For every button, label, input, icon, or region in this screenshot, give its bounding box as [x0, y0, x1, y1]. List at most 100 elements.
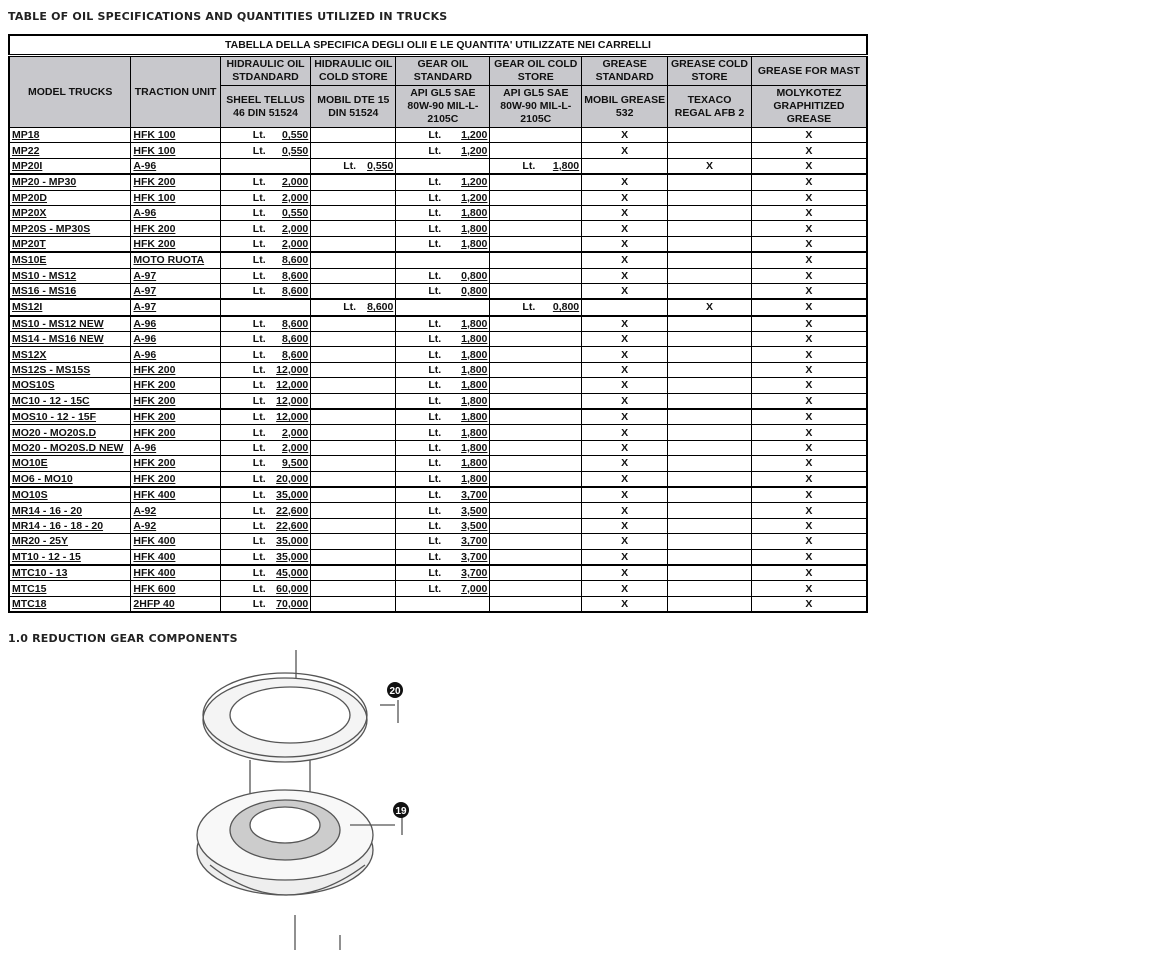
callout-19-label: 19: [395, 806, 407, 817]
unit-label: Lt.: [252, 207, 266, 220]
col-header-group: HIDRAULIC OIL STDANDARD: [219, 55, 312, 86]
table-row: MC10 - 12 - 15C HFK 200 Lt. 12,000 Lt. 1,800 X…: [8, 392, 868, 410]
quantity-cell: [489, 267, 583, 284]
mark-cell: X: [750, 392, 868, 410]
mark-cell: [667, 189, 752, 206]
model-cell: MS12S - MS15S: [8, 361, 132, 379]
mark-cell: X: [581, 392, 669, 410]
table-row: MS14 - MS16 NEW A-96 Lt. 8,600 Lt. 1,800 X X: [8, 331, 868, 348]
quantity-cell: [310, 455, 397, 472]
mark-cell: X: [750, 502, 868, 519]
model-cell: MO10E: [8, 455, 132, 472]
quantity-cell: [489, 173, 583, 191]
quantity-cell: [310, 126, 397, 144]
quantity-cell: [489, 595, 583, 613]
traction-cell: HFK 400: [130, 485, 221, 504]
mark-cell: [667, 580, 752, 597]
traction-cell: A-97: [130, 267, 221, 284]
traction-cell: A-92: [130, 502, 221, 519]
quantity-cell: [489, 408, 583, 426]
quantity-cell: [489, 220, 583, 237]
mark-cell: [667, 282, 752, 300]
table-row: MS10E MOTO RUOTA Lt. 8,600 X X: [8, 251, 868, 269]
unit-label: Lt.: [428, 144, 442, 157]
model-cell: MR14 - 16 - 20: [8, 502, 132, 519]
quantity-cell: Lt. 1,800: [395, 470, 491, 488]
mark-cell: X: [750, 314, 868, 333]
model-cell: MP18: [8, 126, 132, 144]
table-row: MR14 - 16 - 18 - 20 A-92 Lt. 22,600 Lt. 3,500…: [8, 517, 868, 535]
mark-cell: X: [750, 533, 868, 550]
callout-20-label: 20: [389, 686, 401, 697]
quantity-cell: [489, 204, 583, 222]
mark-cell: [667, 235, 752, 253]
quantity-cell: [310, 424, 397, 441]
model-cell: MP20 - MP30: [8, 173, 132, 191]
col-header-product: TEXACO REGAL AFB 2: [667, 85, 752, 128]
mark-cell: [581, 298, 669, 317]
table-row: MTC15 HFK 600 Lt. 60,000 Lt. 7,000 X X: [8, 580, 868, 597]
model-cell: MP20I: [8, 157, 132, 175]
table-row: MP20D HFK 100 Lt. 2,000 Lt. 1,200 X X: [8, 189, 868, 206]
mark-cell: X: [581, 220, 669, 237]
traction-cell: HFK 100: [130, 189, 221, 206]
mark-cell: X: [750, 173, 868, 191]
mark-cell: [667, 331, 752, 348]
quantity-cell: Lt. 12,000: [219, 377, 312, 394]
mark-cell: X: [581, 173, 669, 191]
mark-cell: X: [750, 424, 868, 441]
unit-label: Lt.: [252, 379, 266, 392]
mark-cell: X: [750, 331, 868, 348]
quantity-cell: Lt. 0,550: [219, 204, 312, 222]
mark-cell: X: [750, 485, 868, 504]
quantity-cell: [310, 502, 397, 519]
mark-cell: [581, 157, 669, 175]
quantity-cell: Lt. 35,000: [219, 485, 312, 504]
col-header-group: HIDRAULIC OIL COLD STORE: [310, 55, 397, 86]
unit-label: Lt.: [428, 222, 442, 235]
unit-label: Lt.: [252, 504, 266, 517]
mark-cell: X: [667, 298, 752, 317]
mark-cell: X: [750, 220, 868, 237]
mark-cell: X: [581, 142, 669, 159]
quantity-cell: [310, 392, 397, 410]
mark-cell: X: [750, 126, 868, 144]
quantity-cell: [310, 251, 397, 269]
traction-cell: A-96: [130, 331, 221, 348]
quantity-cell: Lt. 12,000: [219, 408, 312, 426]
table-row: MTC10 - 13 HFK 400 Lt. 45,000 Lt. 3,700 X X: [8, 563, 868, 582]
unit-label: Lt.: [428, 348, 442, 361]
unit-label: Lt.: [252, 222, 266, 235]
traction-cell: HFK 100: [130, 142, 221, 159]
quantity-cell: Lt. 8,600: [219, 251, 312, 269]
quantity-cell: Lt. 1,800: [395, 235, 491, 253]
mark-cell: X: [750, 439, 868, 457]
unit-label: Lt.: [428, 567, 442, 580]
quantity-cell: [489, 580, 583, 597]
unit-label: Lt.: [252, 535, 266, 548]
traction-cell: MOTO RUOTA: [130, 251, 221, 269]
quantity-cell: Lt. 2,000: [219, 439, 312, 457]
quantity-cell: Lt. 2,000: [219, 220, 312, 237]
mark-cell: X: [750, 346, 868, 363]
model-cell: MO10S: [8, 485, 132, 504]
unit-label: Lt.: [428, 457, 442, 470]
quantity-cell: [310, 377, 397, 394]
traction-cell: HFK 400: [130, 533, 221, 550]
unit-label: Lt.: [252, 237, 266, 250]
quantity-cell: Lt. 1,200: [395, 126, 491, 144]
quantity-cell: Lt. 60,000: [219, 580, 312, 597]
quantity-cell: [310, 235, 397, 253]
table-row: MP18 HFK 100 Lt. 0,550 Lt. 1,200 X X: [8, 126, 868, 144]
quantity-cell: Lt. 9,500: [219, 455, 312, 472]
table-row: MO10E HFK 200 Lt. 9,500 Lt. 1,800 X X: [8, 455, 868, 472]
quantity-cell: Lt. 8,600: [219, 267, 312, 284]
unit-label: Lt.: [252, 144, 266, 157]
quantity-cell: [310, 361, 397, 379]
model-cell: MTC15: [8, 580, 132, 597]
unit-label: Lt.: [252, 285, 266, 298]
quantity-cell: Lt. 2,000: [219, 173, 312, 191]
traction-cell: HFK 400: [130, 563, 221, 582]
unit-label: Lt.: [428, 489, 442, 502]
unit-label: Lt.: [428, 129, 442, 142]
